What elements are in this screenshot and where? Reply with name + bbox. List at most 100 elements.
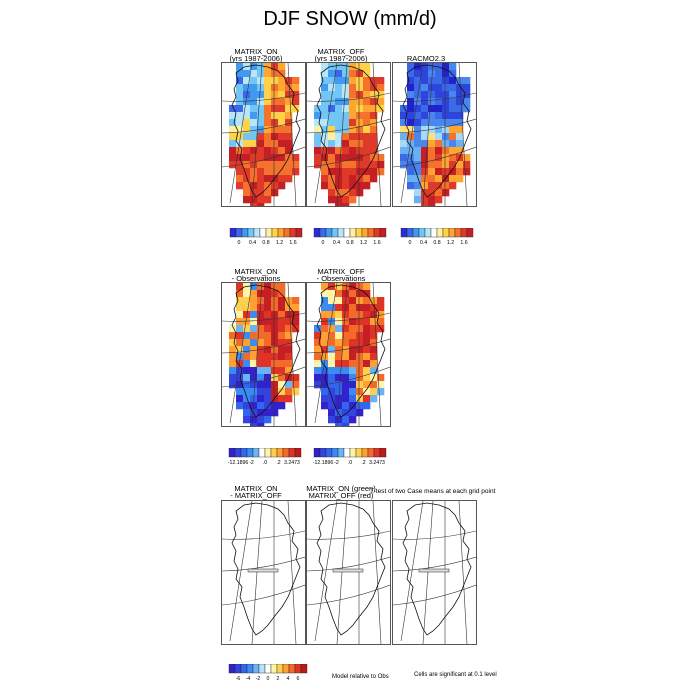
- grid-cell: [236, 395, 244, 403]
- grid-cell: [463, 105, 471, 113]
- grid-cell: [363, 168, 371, 176]
- grid-cell: [349, 105, 357, 113]
- grid-cell: [335, 325, 343, 333]
- grid-cell: [335, 416, 343, 424]
- colorbar-swatch: [448, 228, 456, 238]
- grid-cell: [370, 360, 378, 368]
- grid-cell: [421, 168, 429, 176]
- grid-cell: [250, 161, 258, 169]
- colorbar-swatch: [282, 448, 290, 458]
- grid-cell: [363, 77, 371, 85]
- grid-cell: [292, 168, 300, 176]
- grid-cell: [271, 98, 279, 106]
- grid-cell: [243, 182, 251, 190]
- grid-cell: [243, 297, 251, 305]
- grid-cell: [363, 290, 371, 298]
- grid-cell: [328, 402, 336, 410]
- grid-cell: [407, 140, 415, 148]
- grid-cell: [435, 112, 443, 120]
- grid-cell: [229, 140, 237, 148]
- grid-cell: [278, 133, 286, 141]
- grid-cell: [428, 70, 436, 78]
- grid-cell: [356, 409, 364, 417]
- grid-cell: [400, 161, 408, 169]
- grid-cell: [250, 189, 258, 197]
- colorbar-tick-label: 0: [238, 240, 241, 246]
- meridian-line: [314, 283, 338, 424]
- colorbar-tick-label: -2: [256, 676, 261, 682]
- grid-cell: [335, 154, 343, 162]
- grid-cell: [356, 70, 364, 78]
- grid-cell: [321, 304, 329, 312]
- grid-cell: [356, 311, 364, 319]
- grid-cell: [278, 63, 286, 71]
- colorbar-swatch: [355, 228, 363, 238]
- grid-cell: [363, 339, 371, 347]
- grid-cell: [264, 416, 272, 424]
- colorbar-swatch: [276, 664, 284, 674]
- grid-cell: [370, 353, 378, 361]
- grid-cell: [442, 63, 450, 71]
- colorbar-swatch: [259, 228, 267, 238]
- grid-cell: [328, 332, 336, 340]
- grid-cell: [421, 126, 429, 134]
- parallel-line: [307, 530, 390, 540]
- grid-cell: [328, 84, 336, 92]
- grid-cell: [243, 98, 251, 106]
- grid-cell: [349, 182, 357, 190]
- outline-map-svg: [222, 501, 305, 644]
- grid-cell: [342, 161, 350, 169]
- note-significance: Cells are significant at 0.1 level: [414, 672, 497, 678]
- grid-cell: [449, 77, 457, 85]
- grid-cell: [264, 154, 272, 162]
- parallel-line: [393, 146, 476, 168]
- grid-cell: [229, 367, 237, 375]
- grid-cell: [278, 119, 286, 127]
- grid-cell: [342, 112, 350, 120]
- grid-cell: [377, 381, 385, 389]
- grid-cell: [314, 119, 322, 127]
- grid-cell: [314, 112, 322, 120]
- grid-cell: [250, 126, 258, 134]
- grid-cell: [264, 388, 272, 396]
- grid-cell: [285, 147, 293, 155]
- grid-cell: [377, 318, 385, 326]
- grid-cell: [363, 311, 371, 319]
- grid-cell: [456, 175, 464, 183]
- grid-cell: [229, 105, 237, 113]
- grid-cell: [400, 119, 408, 127]
- grid-cell: [363, 154, 371, 162]
- grid-cell: [278, 325, 286, 333]
- grid-cell: [243, 367, 251, 375]
- grid-cell: [349, 154, 357, 162]
- colorbar-swatch: [270, 664, 278, 674]
- grid-cell: [321, 91, 329, 99]
- grid-cell: [442, 161, 450, 169]
- colorbar-svg: 0 0.4 0.8 1.2 1.6: [400, 228, 474, 246]
- grid-cell: [363, 175, 371, 183]
- grid-cell: [335, 311, 343, 319]
- colorbar-swatch: [264, 448, 272, 458]
- grid-cell: [236, 374, 244, 382]
- grid-cell: [356, 133, 364, 141]
- grid-cell: [342, 374, 350, 382]
- grid-cell: [356, 297, 364, 305]
- grid-cell: [314, 374, 322, 382]
- grid-cell: [285, 367, 293, 375]
- grid-cell: [435, 175, 443, 183]
- colorbar-swatch: [252, 664, 260, 674]
- label-box: [332, 568, 364, 573]
- grid-cell: [335, 189, 343, 197]
- meridian-line: [372, 501, 382, 644]
- panel-title-on-minus-off: MATRIX_ON - MATRIX_OFF: [230, 484, 282, 500]
- coastline: [316, 64, 386, 198]
- grid-cell: [257, 423, 265, 426]
- grid-cell: [421, 140, 429, 148]
- colorbar-tick-label: .2: [276, 460, 280, 466]
- grid-cell: [271, 360, 279, 368]
- grid-cell: [271, 409, 279, 417]
- grid-cell: [335, 105, 343, 113]
- grid-cell: [349, 402, 357, 410]
- grid-cell: [292, 161, 300, 169]
- grid-cell: [356, 339, 364, 347]
